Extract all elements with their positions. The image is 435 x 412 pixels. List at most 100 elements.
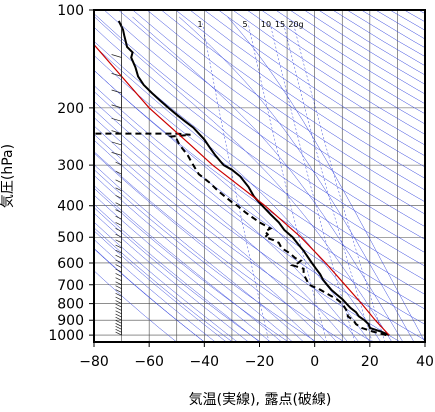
- dry-adiabat-line: [346, 10, 425, 57]
- moist-adiabat-line: [94, 230, 227, 342]
- moist-adiabat-line: [94, 185, 282, 342]
- mixing-ratio-label: 20g: [288, 20, 303, 29]
- dry-adiabat-line: [94, 270, 177, 342]
- wind-barb: [115, 316, 122, 321]
- y-tick-label: 100: [57, 3, 84, 19]
- wind-barb: [111, 152, 122, 156]
- mixing-ratio-line: [269, 23, 356, 342]
- wind-barb: [111, 130, 122, 134]
- wind-barb: [111, 54, 122, 58]
- wind-barb: [115, 215, 122, 220]
- moist-adiabat-line: [94, 174, 293, 342]
- dry-adiabat-line: [132, 10, 425, 215]
- moist-adiabat-line: [94, 221, 238, 342]
- mixing-ratio-line: [202, 23, 270, 342]
- y-tick-label: 900: [57, 313, 84, 329]
- dry-adiabat-line: [218, 10, 425, 146]
- mixing-ratio-label: 1: [197, 20, 202, 29]
- dry-adiabat-line: [103, 10, 425, 240]
- dry-adiabat-line: [94, 85, 425, 325]
- wind-barb: [111, 141, 122, 146]
- dry-adiabat-line: [94, 55, 425, 295]
- wind-barb: [115, 195, 122, 199]
- y-tick-label: 1000: [48, 328, 84, 344]
- wind-barb: [115, 254, 122, 259]
- dry-adiabat-line: [94, 13, 425, 253]
- dry-adiabat-line: [375, 10, 425, 40]
- wind-barb: [115, 296, 122, 301]
- x-tick-label: 0: [310, 354, 319, 370]
- x-tick-label: −80: [79, 354, 109, 370]
- wind-barb: [115, 307, 122, 311]
- moist-adiabat-line: [94, 164, 304, 342]
- wind-barb: [115, 179, 122, 184]
- dewpoint-curve: [94, 132, 387, 337]
- wind-barb: [115, 161, 122, 166]
- wind-barb: [115, 289, 122, 293]
- wind-barb: [115, 300, 122, 304]
- wind-barb: [111, 73, 122, 77]
- y-tick-label: 600: [57, 256, 84, 272]
- wind-barb: [115, 228, 122, 232]
- dry-adiabat-line: [204, 10, 425, 157]
- x-tick-label: −60: [134, 354, 164, 370]
- wind-barb: [115, 244, 122, 249]
- mixing-ratio-line: [247, 23, 328, 342]
- x-tick-label: −20: [245, 354, 275, 370]
- dry-adiabat-line: [94, 187, 289, 342]
- dry-adiabat-line: [118, 10, 425, 227]
- x-tick-label: 40: [416, 354, 434, 370]
- y-tick-label: 700: [57, 278, 84, 294]
- dry-adiabat-line: [94, 40, 425, 281]
- wind-barb: [115, 170, 122, 175]
- wind-barb: [115, 293, 122, 297]
- wind-barb: [115, 303, 122, 308]
- wind-barb: [115, 310, 122, 315]
- dry-adiabat-line: [404, 10, 425, 23]
- dry-adiabat-line: [275, 10, 425, 105]
- dry-adiabat-line: [389, 10, 425, 31]
- y-tick-label: 400: [57, 199, 84, 215]
- wind-barb: [115, 285, 122, 290]
- moist-adiabat-line: [178, 16, 415, 342]
- moist-adiabat-line: [94, 194, 271, 342]
- dry-adiabat-line: [94, 227, 233, 342]
- wind-barb: [115, 239, 122, 244]
- moist-adiabat-line: [94, 91, 360, 342]
- moist-adiabat-line: [94, 125, 337, 342]
- parcel-curve: [94, 43, 390, 336]
- dry-adiabat-line: [189, 10, 425, 168]
- wind-barb: [115, 249, 122, 254]
- dry-adiabat-line: [94, 100, 425, 341]
- wind-barb: [115, 222, 122, 226]
- y-tick-label: 500: [57, 230, 84, 246]
- dry-adiabat-line: [289, 10, 425, 95]
- wind-barb: [115, 202, 122, 207]
- wind-barb: [115, 268, 122, 273]
- dry-adiabat-line: [175, 10, 425, 179]
- dry-adiabat-line: [146, 10, 425, 203]
- x-tick-label: −40: [190, 354, 220, 370]
- wind-barb: [115, 273, 122, 277]
- y-tick-label: 200: [57, 101, 84, 117]
- moist-adiabat-line: [94, 212, 249, 342]
- mixing-ratio-line: [283, 23, 373, 342]
- wind-barb: [111, 104, 122, 109]
- moist-adiabat-line: [132, 16, 404, 342]
- dry-adiabat-line: [94, 169, 317, 342]
- wind-barb: [111, 117, 122, 122]
- y-axis-title: 気圧(hPa): [0, 144, 16, 208]
- moist-adiabat-line: [227, 16, 425, 342]
- wind-barb: [115, 233, 122, 238]
- wind-barb: [115, 187, 122, 192]
- x-axis-title: 気温(実線), 露点(破線): [189, 392, 332, 408]
- wind-barb: [115, 331, 122, 336]
- x-tick-label: 20: [361, 354, 379, 370]
- dry-adiabat-line: [94, 26, 425, 267]
- wind-barb: [115, 328, 122, 333]
- temperature-curve: [117, 20, 390, 337]
- wind-barb: [115, 259, 122, 264]
- moist-adiabat-line: [94, 247, 205, 342]
- y-tick-label: 800: [57, 297, 84, 313]
- dry-adiabat-line: [94, 151, 345, 342]
